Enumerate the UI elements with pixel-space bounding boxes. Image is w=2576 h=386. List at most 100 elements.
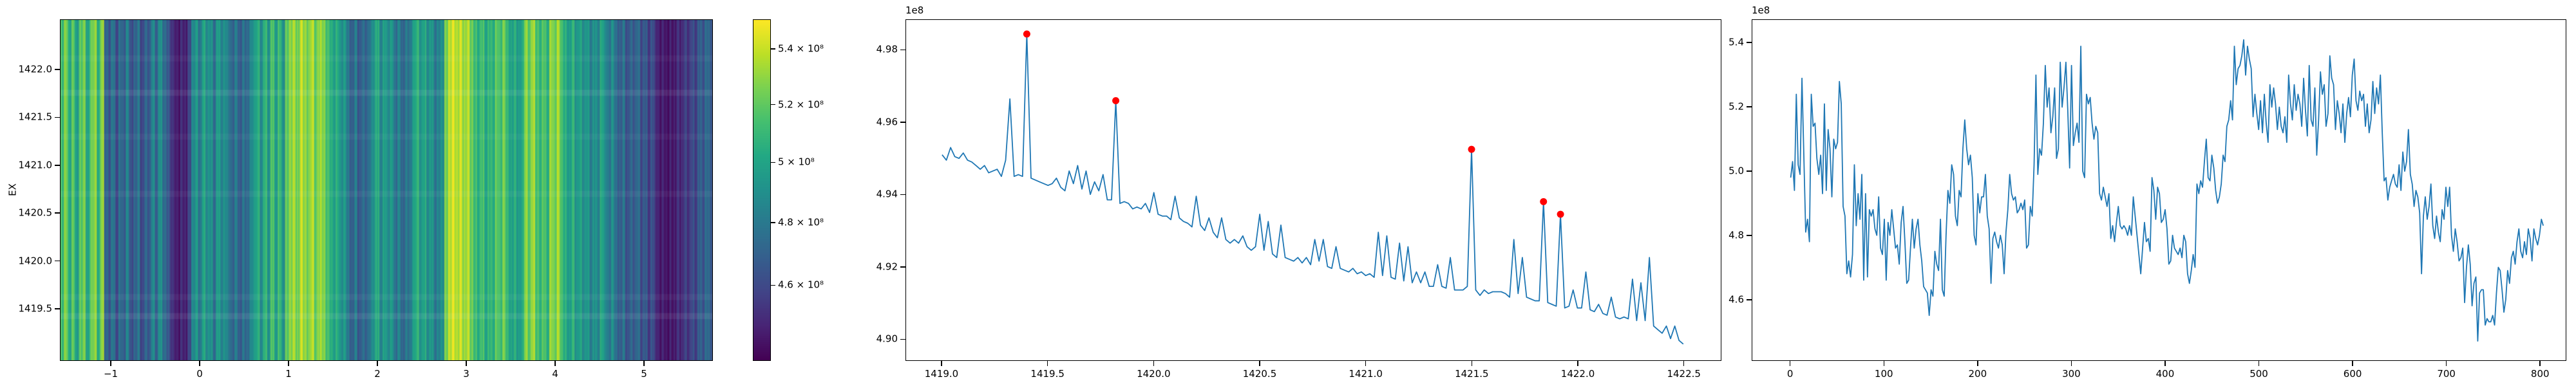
spectrum-zoom-ytick-label: 4.96 <box>876 116 898 128</box>
heatmap-xtick-label: 3 <box>463 368 469 380</box>
spectrum-zoom-ytick <box>900 122 905 123</box>
timeseries-ytick <box>1747 235 1752 236</box>
timeseries-ytick <box>1747 42 1752 43</box>
heatmap-ytick <box>55 165 60 166</box>
heatmap-ytick-label: 1420.5 <box>18 207 53 219</box>
timeseries-xtick <box>2258 361 2260 366</box>
spectrum-zoom-xtick <box>1259 361 1260 366</box>
heatmap-xtick-label: 5 <box>641 368 647 380</box>
heatmap-xtick-label: 0 <box>196 368 203 380</box>
timeseries-xtick-label: 800 <box>2530 368 2550 380</box>
timeseries-xtick <box>1789 361 1791 366</box>
spectrum-zoom-ytick-label: 4.98 <box>876 43 898 55</box>
timeseries-ytick <box>1747 170 1752 172</box>
spectrum-zoom-peak-marker <box>1557 210 1564 218</box>
heatmap-ytick-label: 1421.0 <box>18 159 53 171</box>
spectrum-axes <box>905 19 1721 361</box>
colorbar-tick-label: 4.8 × 10⁸ <box>778 216 824 228</box>
spectrum-zoom-ytick-label: 4.90 <box>876 333 898 345</box>
spectrum-zoom-xtick-label: 1419.0 <box>924 368 959 380</box>
timeseries-xtick-label: 400 <box>2155 368 2175 380</box>
timeseries-xtick <box>2070 361 2072 366</box>
heatmap-xtick <box>377 361 378 366</box>
heatmap-xtick-label: 1 <box>285 368 292 380</box>
timeseries-xtick-label: 200 <box>1968 368 1987 380</box>
timeseries-xtick-label: 300 <box>2062 368 2081 380</box>
spectrum-zoom-ytick <box>900 266 905 268</box>
timeseries-xtick <box>2539 361 2541 366</box>
spectrum-zoom-xtick-label: 1420.5 <box>1242 368 1277 380</box>
colorbar-tick-label: 4.6 × 10⁸ <box>778 279 824 291</box>
spectrum-zoom-line <box>942 33 1684 345</box>
heatmap-xtick <box>288 361 289 366</box>
timeseries-xtick <box>2445 361 2447 366</box>
timeseries-xtick <box>1883 361 1884 366</box>
heatmap-ylabel: EX <box>6 183 19 196</box>
timeseries-xtick <box>1977 361 1978 366</box>
heatmap-xtick <box>199 361 200 366</box>
spectrum-zoom-xtick <box>1683 361 1685 366</box>
spectrum-zoom-xtick-label: 1420.0 <box>1137 368 1171 380</box>
spectrum-zoom-peak-marker <box>1112 97 1120 105</box>
colorbar-tick <box>771 222 775 223</box>
colorbar-tick-label: 5.2 × 10⁸ <box>778 98 824 111</box>
spectrum-zoom-ytick-label: 4.92 <box>876 261 898 273</box>
heatmap-xtick <box>466 361 467 366</box>
spectrum-zoom-ytick <box>900 194 905 195</box>
timeseries-xtick-label: 100 <box>1874 368 1893 380</box>
colorbar-gradient <box>753 20 770 360</box>
spectrum-zoom-xtick <box>1046 361 1048 366</box>
spectrum-zoom-xtick-label: 1419.5 <box>1030 368 1065 380</box>
heatmap-ytick <box>55 308 60 309</box>
heatmap-ytick-label: 1422.0 <box>18 63 53 75</box>
heatmap-axes <box>60 19 713 361</box>
heatmap-xtick <box>110 361 111 366</box>
timeseries-ytick <box>1747 299 1752 300</box>
heatmap-ytick-label: 1419.5 <box>18 302 53 315</box>
spectrum-zoom-xtick-label: 1422.5 <box>1667 368 1701 380</box>
timeseries-ytick-label: 5.0 <box>1728 165 1744 177</box>
heatmap-xtick-label: −1 <box>103 368 118 380</box>
spectrum-zoom-ytick <box>900 49 905 50</box>
heatmap-xtick <box>554 361 556 366</box>
heatmap-xtick-label: 4 <box>552 368 558 380</box>
spectrum-zoom-xtick-label: 1421.0 <box>1349 368 1383 380</box>
heatmap-xtick <box>643 361 645 366</box>
colorbar-tick-label: 5 × 10⁸ <box>778 156 815 168</box>
heatmap-ytick-label: 1420.0 <box>18 255 53 267</box>
spectrum-zoom-xtick <box>1365 361 1367 366</box>
spectrum-zoom-peak-marker <box>1468 145 1475 153</box>
timeseries-axes <box>1752 19 2566 361</box>
spectrum-zoom-peak-marker <box>1540 198 1548 205</box>
timeseries-ytick <box>1747 106 1752 107</box>
timeseries-plot <box>1790 39 2544 342</box>
timeseries-xtick-label: 600 <box>2343 368 2362 380</box>
colorbar-tick-label: 5.4 × 10⁸ <box>778 42 824 55</box>
timeseries-offset-label: 1e8 <box>1752 5 1770 16</box>
timeseries-ytick-label: 5.2 <box>1728 100 1744 113</box>
spectrum-zoom-peak-marker <box>1023 30 1030 38</box>
timeseries-xtick <box>2352 361 2353 366</box>
heatmap-xtick-label: 2 <box>374 368 381 380</box>
colorbar-tick <box>771 161 775 163</box>
spectrum-zoom-xtick <box>941 361 942 366</box>
heatmap-ytick <box>55 212 60 214</box>
colorbar <box>753 19 771 361</box>
timeseries-xtick-label: 0 <box>1786 368 1794 380</box>
timeseries-ytick-label: 4.6 <box>1728 293 1744 306</box>
spectrum-zoom-xtick <box>1577 361 1578 366</box>
timeseries-xtick-label: 700 <box>2437 368 2456 380</box>
spectrum-offset-label: 1e8 <box>905 5 924 16</box>
heatmap-image <box>61 20 712 360</box>
spectrum-zoom-xtick <box>1471 361 1473 366</box>
timeseries-ytick-label: 4.8 <box>1728 229 1744 241</box>
spectrum-zoom-xtick-label: 1422.0 <box>1560 368 1595 380</box>
heatmap-ytick <box>55 116 60 118</box>
spectrum-plot <box>942 30 1684 345</box>
colorbar-tick <box>771 48 775 50</box>
spectrum-zoom-ytick <box>900 338 905 340</box>
colorbar-tick <box>771 104 775 106</box>
heatmap-ytick <box>55 69 60 70</box>
colorbar-tick <box>771 284 775 286</box>
